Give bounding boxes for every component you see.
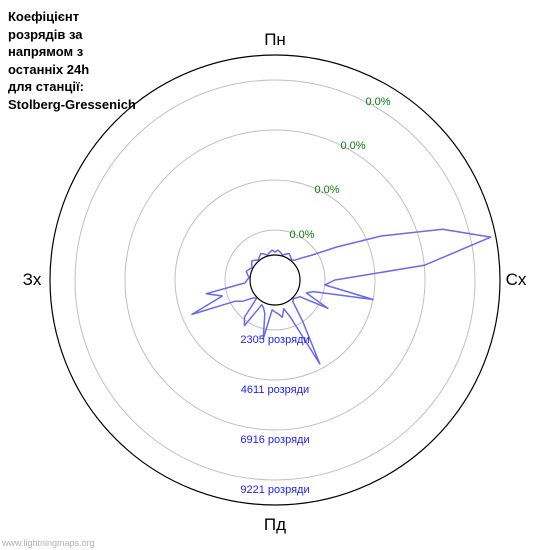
dir-label-north: Пн — [264, 30, 286, 50]
pct-label-3: 0.0% — [289, 229, 314, 241]
ring-label-3: 9221 розряди — [240, 484, 309, 496]
pct-label-2: 0.0% — [314, 184, 339, 196]
ring-label-2: 6916 розряди — [240, 434, 309, 446]
ring-label-0: 2305 розряди — [240, 334, 309, 346]
ring-label-1: 4611 розряди — [241, 384, 309, 396]
chart-container: Коефіцієнт розрядів за напрямом з останн… — [0, 0, 550, 550]
pct-label-0: 0.0% — [365, 96, 390, 108]
dir-label-west: Зх — [23, 270, 42, 290]
footer-link: www.lightningmaps.org — [2, 538, 95, 548]
pct-label-1: 0.0% — [340, 140, 365, 152]
dir-label-east: Сх — [506, 270, 527, 290]
dir-label-south: Пд — [264, 515, 286, 535]
chart-title: Коефіцієнт розрядів за напрямом з останн… — [8, 8, 136, 113]
